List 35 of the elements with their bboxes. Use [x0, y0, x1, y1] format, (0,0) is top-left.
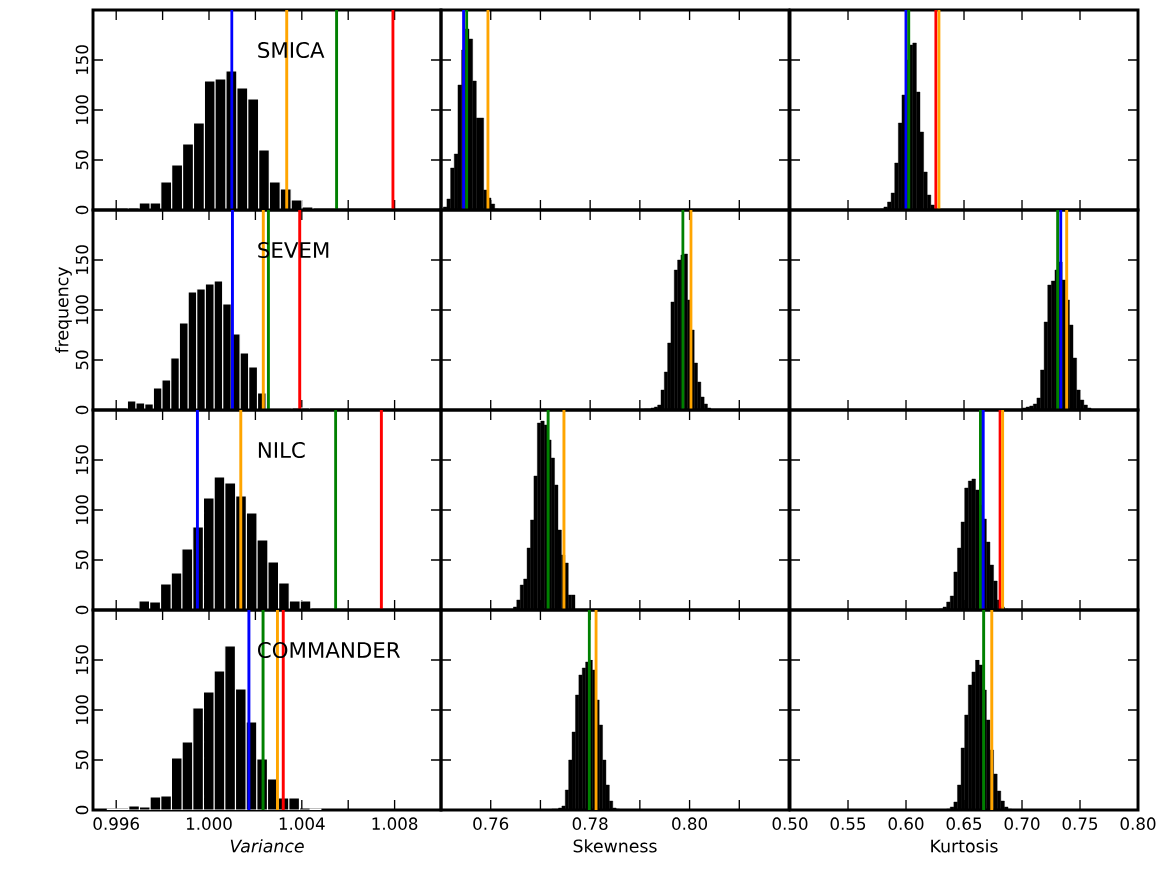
- x-tick-label: 0.996: [93, 817, 139, 830]
- y-tick-label: 50: [75, 350, 89, 370]
- annotation: NILC: [258, 441, 305, 459]
- y-tick-label: 50: [75, 150, 89, 170]
- y-tick-label: 150: [75, 645, 89, 675]
- y-axis-title: frequency: [55, 267, 72, 354]
- x-axis-title: Skewness: [573, 839, 657, 853]
- x-axis-title: Variance: [230, 839, 304, 853]
- x-axis-title: Kurtosis: [931, 839, 998, 853]
- x-tick-label: 0.55: [830, 817, 866, 830]
- x-tick-label: 0.80: [672, 817, 708, 830]
- y-tick-label: 50: [75, 550, 89, 570]
- y-tick-label: 0: [75, 805, 89, 815]
- x-tick-label: 0.65: [946, 817, 982, 830]
- y-tick-label: 50: [75, 750, 89, 770]
- x-tick-label: 0.50: [772, 817, 808, 830]
- x-tick-label: 0.78: [572, 817, 608, 830]
- y-tick-label: 150: [75, 245, 89, 275]
- y-tick-label: 100: [75, 695, 89, 725]
- y-tick-label: 150: [75, 45, 89, 75]
- y-tick-label: 0: [75, 205, 89, 215]
- y-tick-label: 100: [75, 295, 89, 325]
- x-tick-label: 0.75: [1062, 817, 1098, 830]
- y-tick-label: 100: [75, 495, 89, 525]
- x-tick-label: 0.80: [1120, 817, 1156, 830]
- y-tick-label: 100: [75, 95, 89, 125]
- x-tick-label: 0.60: [888, 817, 924, 830]
- y-tick-label: 0: [75, 405, 89, 415]
- x-tick-label: 1.000: [186, 817, 232, 830]
- y-tick-label: 0: [75, 605, 89, 615]
- x-tick-label: 1.004: [279, 817, 325, 830]
- y-tick-label: 150: [75, 445, 89, 475]
- x-tick-label: 0.76: [473, 817, 509, 830]
- x-tick-label: 0.70: [1004, 817, 1040, 830]
- x-tick-label: 1.008: [372, 817, 418, 830]
